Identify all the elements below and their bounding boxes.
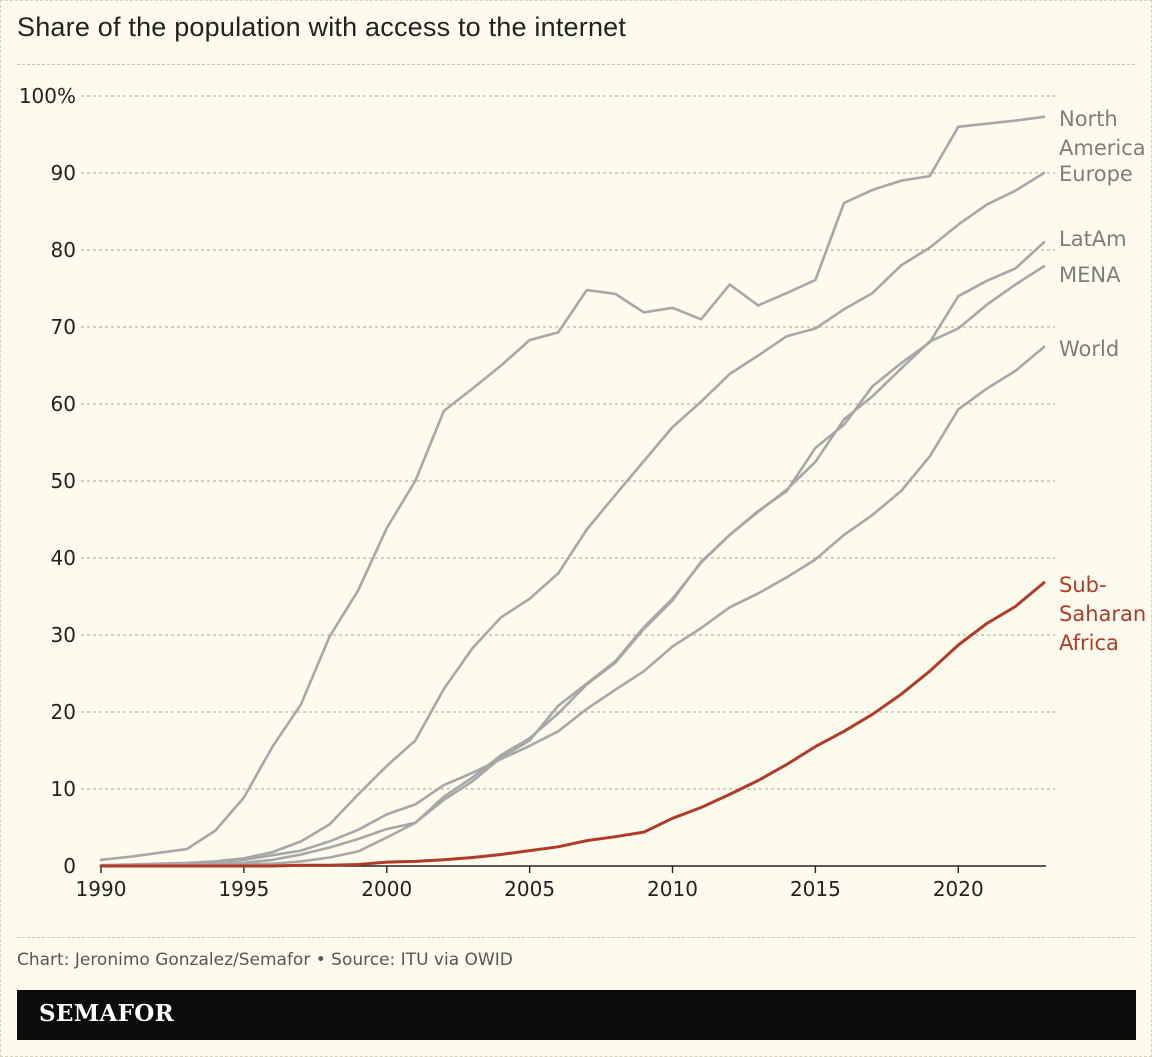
- y-tick-label-90: 90: [51, 161, 76, 185]
- x-tick-label-2015: 2015: [790, 877, 841, 901]
- x-tick-label-2010: 2010: [647, 877, 698, 901]
- series-label-line: Sub-: [1059, 573, 1107, 597]
- y-tick-label-70: 70: [51, 315, 76, 339]
- chart-title: Share of the population with access to t…: [17, 12, 627, 42]
- y-tick-label-10: 10: [51, 777, 76, 801]
- bottom-divider: [17, 937, 1135, 938]
- series-label-line: LatAm: [1059, 227, 1127, 251]
- top-divider: [17, 64, 1135, 65]
- chart-credit: Chart: Jeronimo Gonzalez/Semafor • Sourc…: [17, 950, 513, 970]
- series-label-europe: Europe: [1059, 162, 1133, 186]
- series-label-mena: MENA: [1059, 263, 1121, 287]
- series-line-europe: [99, 171, 1046, 867]
- x-tick-label-2000: 2000: [361, 877, 412, 901]
- y-tick-label-0: 0: [63, 854, 76, 878]
- y-tick-label-20: 20: [51, 700, 76, 724]
- series-line-latam: [99, 241, 1046, 868]
- x-tick-label-2020: 2020: [933, 877, 984, 901]
- series-label-north-america: North America: [1059, 107, 1146, 160]
- series-label-sub-saharan-africa: Sub- Saharan Africa: [1059, 573, 1146, 655]
- y-tick-label-30: 30: [51, 623, 76, 647]
- series-label-line: America: [1059, 136, 1146, 160]
- y-tick-label-50: 50: [51, 469, 76, 493]
- series-line-sub-saharan-africa: [99, 581, 1046, 868]
- series-label-line: Africa: [1059, 631, 1119, 655]
- y-tick-label-100: 100%: [19, 84, 76, 108]
- x-tick-label-1995: 1995: [218, 877, 269, 901]
- series-label-line: Europe: [1059, 162, 1133, 186]
- semafor-logo: SEMAFOR: [39, 1000, 175, 1027]
- series-line-north-america: [99, 115, 1046, 862]
- x-tick-label-1990: 1990: [76, 877, 127, 901]
- x-tick-label-2005: 2005: [504, 877, 555, 901]
- series-line-mena: [99, 264, 1046, 868]
- y-tick-label-60: 60: [51, 392, 76, 416]
- series-line-world: [99, 345, 1046, 868]
- y-tick-label-40: 40: [51, 546, 76, 570]
- line-chart: 0 10 20 30 40 50 60 70 80 90 100% 1990 1995 2000 2005 2…: [19, 84, 1146, 901]
- series-label-latam: LatAm: [1059, 227, 1127, 251]
- series-label-line: North: [1059, 107, 1118, 131]
- y-tick-label-80: 80: [51, 238, 76, 262]
- series-label-line: Saharan: [1059, 602, 1146, 626]
- series-label-line: World: [1059, 337, 1119, 361]
- series-label-world: World: [1059, 337, 1119, 361]
- series-label-line: MENA: [1059, 263, 1121, 287]
- brand-bar: SEMAFOR: [17, 990, 1136, 1040]
